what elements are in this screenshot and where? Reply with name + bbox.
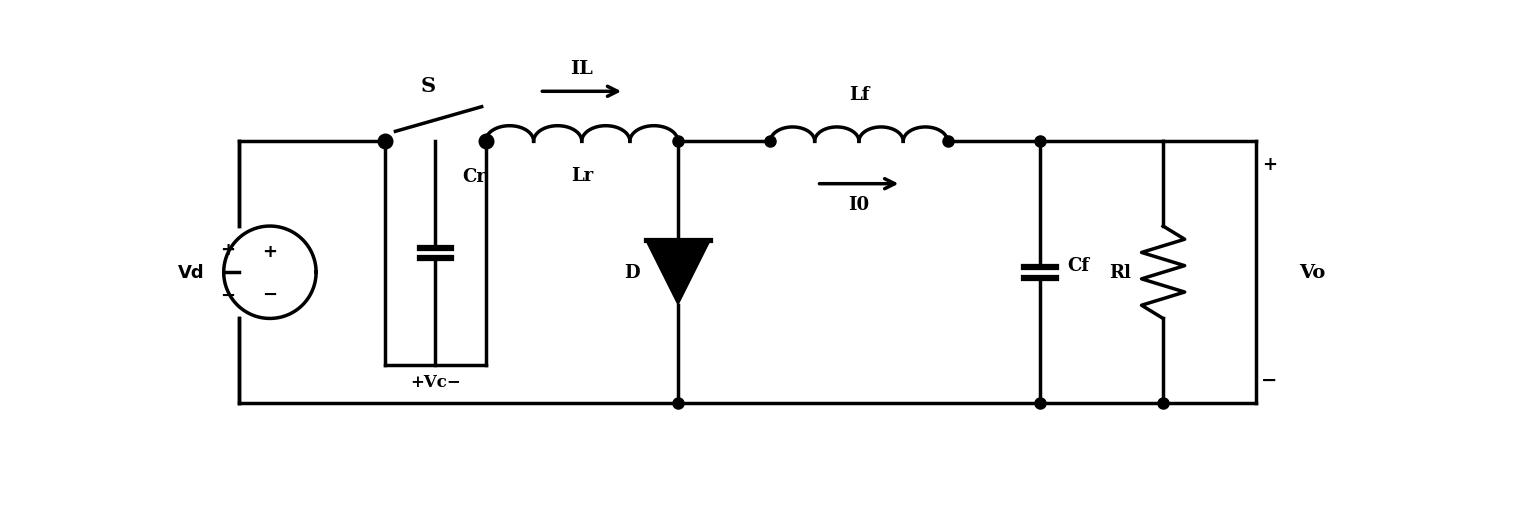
Text: D: D	[623, 264, 640, 282]
Text: +: +	[262, 242, 277, 260]
Text: I0: I0	[849, 196, 870, 214]
Text: +Vc−: +Vc−	[410, 373, 461, 390]
Text: Rl: Rl	[1109, 264, 1130, 282]
Text: +: +	[219, 241, 235, 259]
Text: Lf: Lf	[849, 86, 868, 104]
Text: −: −	[219, 287, 235, 305]
Text: −: −	[262, 285, 277, 303]
Text: Vo: Vo	[1298, 264, 1325, 282]
Text: IL: IL	[570, 60, 593, 78]
Text: Lr: Lr	[570, 167, 593, 185]
Text: Vd: Vd	[179, 264, 204, 282]
Text: Cr: Cr	[463, 168, 486, 186]
Text: +: +	[1262, 156, 1277, 174]
Polygon shape	[646, 240, 710, 305]
Text: S: S	[421, 76, 436, 96]
Text: −: −	[1262, 371, 1277, 389]
Text: Cf: Cf	[1067, 256, 1089, 274]
